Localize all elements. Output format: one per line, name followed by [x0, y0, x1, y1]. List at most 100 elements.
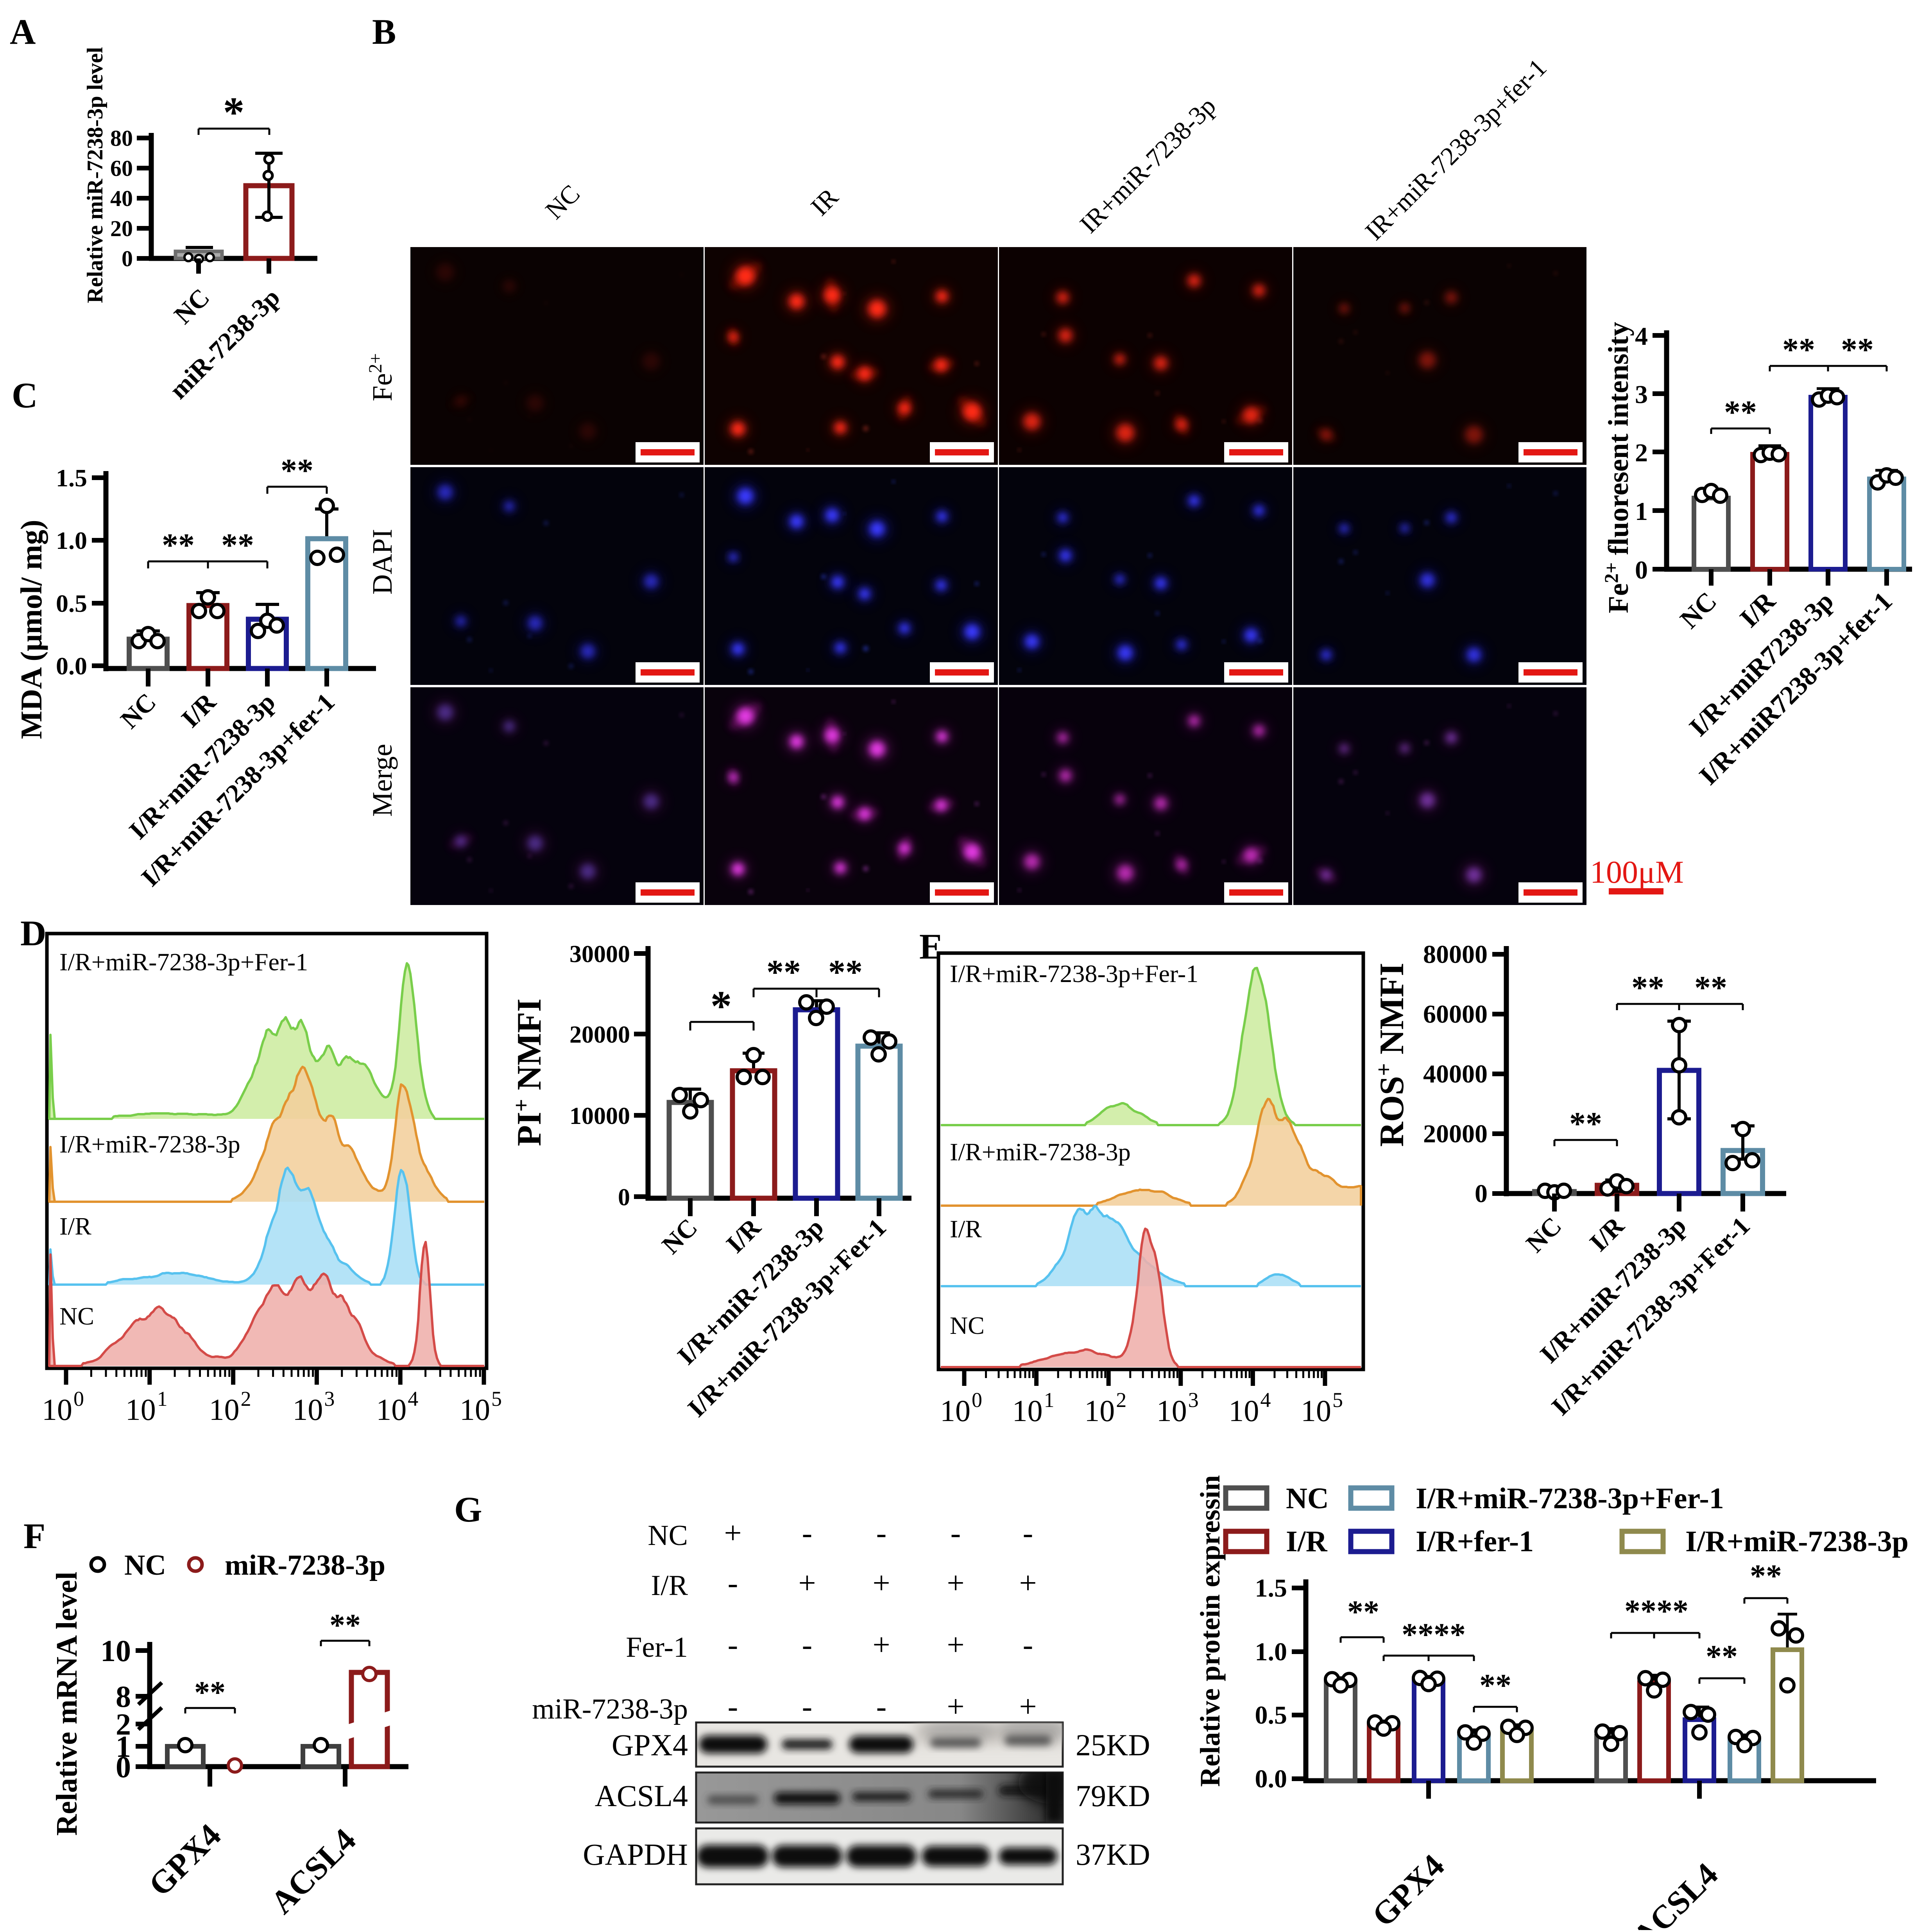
svg-text:1: 1: [116, 1729, 131, 1764]
svg-text:2: 2: [116, 1707, 131, 1741]
svg-text:2: 2: [1635, 439, 1648, 467]
svg-text:0.0: 0.0: [1255, 1765, 1287, 1793]
svg-text:I/R: I/R: [651, 1570, 688, 1602]
svg-text:-: -: [728, 1566, 738, 1600]
svg-text:+: +: [724, 1516, 741, 1550]
svg-text:Relative mRNA level: Relative mRNA level: [50, 1572, 83, 1835]
svg-text:**: **: [1724, 394, 1757, 430]
svg-text:I/R+miR-7238-3p: I/R+miR-7238-3p: [59, 1130, 240, 1158]
svg-text:PI+ NMFI: PI+ NMFI: [509, 998, 548, 1146]
svg-text:ACSL4: ACSL4: [595, 1779, 688, 1813]
svg-text:80: 80: [110, 125, 133, 151]
svg-text:**: **: [162, 527, 195, 563]
svg-text:0: 0: [122, 246, 133, 271]
svg-text:0: 0: [618, 1184, 630, 1211]
svg-text:I/R+fer-1: I/R+fer-1: [1416, 1525, 1534, 1558]
svg-text:C: C: [12, 375, 38, 415]
svg-text:****: ****: [1402, 1617, 1466, 1652]
svg-text:-: -: [802, 1516, 813, 1550]
svg-text:40000: 40000: [1423, 1060, 1488, 1088]
svg-text:1.5: 1.5: [56, 464, 87, 492]
svg-text:0: 0: [116, 1750, 131, 1784]
svg-text:B: B: [372, 12, 396, 52]
svg-text:ROS+ NMFI: ROS+ NMFI: [1371, 963, 1411, 1147]
svg-text:+: +: [1019, 1566, 1037, 1600]
svg-text:**: **: [1694, 970, 1727, 1006]
svg-text:**: **: [1782, 332, 1815, 368]
svg-text:DAPI: DAPI: [367, 529, 398, 595]
svg-text:30000: 30000: [569, 941, 630, 968]
svg-text:MDA (μmol/ mg): MDA (μmol/ mg): [14, 520, 48, 739]
svg-text:**: **: [329, 1608, 361, 1643]
svg-text:GPX4: GPX4: [612, 1728, 688, 1762]
svg-text:1: 1: [1635, 497, 1648, 526]
svg-text:0.5: 0.5: [56, 590, 87, 617]
svg-text:Relative miR-7238-3p level: Relative miR-7238-3p level: [83, 47, 107, 303]
svg-text:**: **: [1631, 970, 1664, 1006]
svg-text:105: 105: [460, 1387, 502, 1427]
svg-text:1.0: 1.0: [56, 527, 87, 554]
svg-text:**: **: [1750, 1558, 1782, 1593]
svg-text:79KD: 79KD: [1076, 1779, 1150, 1813]
svg-text:0.0: 0.0: [56, 652, 87, 680]
svg-text:0: 0: [1475, 1179, 1488, 1208]
svg-text:Merge: Merge: [367, 744, 398, 817]
svg-text:8: 8: [116, 1679, 131, 1713]
svg-text:1.5: 1.5: [1255, 1574, 1287, 1602]
svg-text:60: 60: [110, 156, 133, 181]
svg-text:101: 101: [1012, 1388, 1055, 1428]
svg-text:+: +: [947, 1566, 964, 1600]
svg-text:-: -: [728, 1690, 738, 1724]
svg-text:**: **: [1841, 332, 1874, 368]
svg-text:-: -: [802, 1628, 813, 1662]
svg-text:*: *: [711, 982, 732, 1030]
svg-text:10000: 10000: [569, 1103, 630, 1129]
svg-text:NC: NC: [950, 1312, 985, 1339]
svg-text:*: *: [223, 88, 245, 136]
svg-text:25KD: 25KD: [1076, 1728, 1150, 1762]
svg-text:I/R: I/R: [1286, 1525, 1328, 1558]
svg-text:NC: NC: [1286, 1482, 1329, 1515]
svg-text:+: +: [947, 1690, 964, 1724]
svg-text:-: -: [728, 1628, 738, 1662]
svg-text:NC: NC: [59, 1302, 94, 1330]
svg-text:I/R: I/R: [59, 1212, 91, 1240]
svg-text:miR-7238-3p: miR-7238-3p: [225, 1549, 385, 1581]
svg-text:+: +: [947, 1628, 964, 1662]
svg-text:+: +: [1019, 1690, 1037, 1724]
svg-text:Fer-1: Fer-1: [626, 1631, 688, 1663]
svg-text:GAPDH: GAPDH: [583, 1837, 688, 1871]
svg-text:20: 20: [110, 216, 133, 241]
svg-text:**: **: [1347, 1594, 1379, 1629]
svg-text:miR-7238-3p: miR-7238-3p: [532, 1693, 688, 1725]
svg-text:-: -: [951, 1516, 961, 1550]
svg-text:**: **: [766, 953, 801, 991]
svg-text:G: G: [454, 1489, 482, 1529]
svg-text:-: -: [1023, 1628, 1033, 1662]
svg-text:**: **: [1706, 1638, 1738, 1674]
svg-text:I/R+miR-7238-3p: I/R+miR-7238-3p: [950, 1138, 1131, 1166]
svg-text:-: -: [876, 1516, 887, 1550]
svg-text:10: 10: [100, 1634, 131, 1668]
svg-text:F: F: [23, 1516, 45, 1556]
svg-text:**: **: [828, 953, 863, 991]
svg-text:NC: NC: [648, 1520, 688, 1552]
svg-text:3: 3: [1635, 380, 1648, 409]
svg-text:A: A: [10, 12, 36, 52]
svg-text:+: +: [872, 1628, 890, 1662]
svg-text:-: -: [1023, 1516, 1033, 1550]
svg-text:I/R+miR-7238-3p: I/R+miR-7238-3p: [1685, 1525, 1909, 1558]
svg-text:I/R+miR-7238-3p+Fer-1: I/R+miR-7238-3p+Fer-1: [950, 960, 1198, 988]
svg-text:100μM: 100μM: [1590, 854, 1684, 890]
svg-text:4: 4: [1635, 322, 1648, 351]
svg-text:1.0: 1.0: [1255, 1638, 1287, 1666]
svg-text:NC: NC: [124, 1549, 166, 1581]
svg-text:+: +: [872, 1566, 890, 1600]
svg-text:101: 101: [125, 1387, 168, 1427]
svg-text:37KD: 37KD: [1076, 1837, 1150, 1871]
svg-text:****: ****: [1624, 1593, 1688, 1629]
svg-text:I/R+miR-7238-3p+Fer-1: I/R+miR-7238-3p+Fer-1: [1416, 1482, 1724, 1515]
svg-text:40: 40: [110, 186, 133, 211]
svg-text:-: -: [876, 1690, 887, 1724]
svg-text:I/R+miR-7238-3p+Fer-1: I/R+miR-7238-3p+Fer-1: [59, 948, 308, 976]
